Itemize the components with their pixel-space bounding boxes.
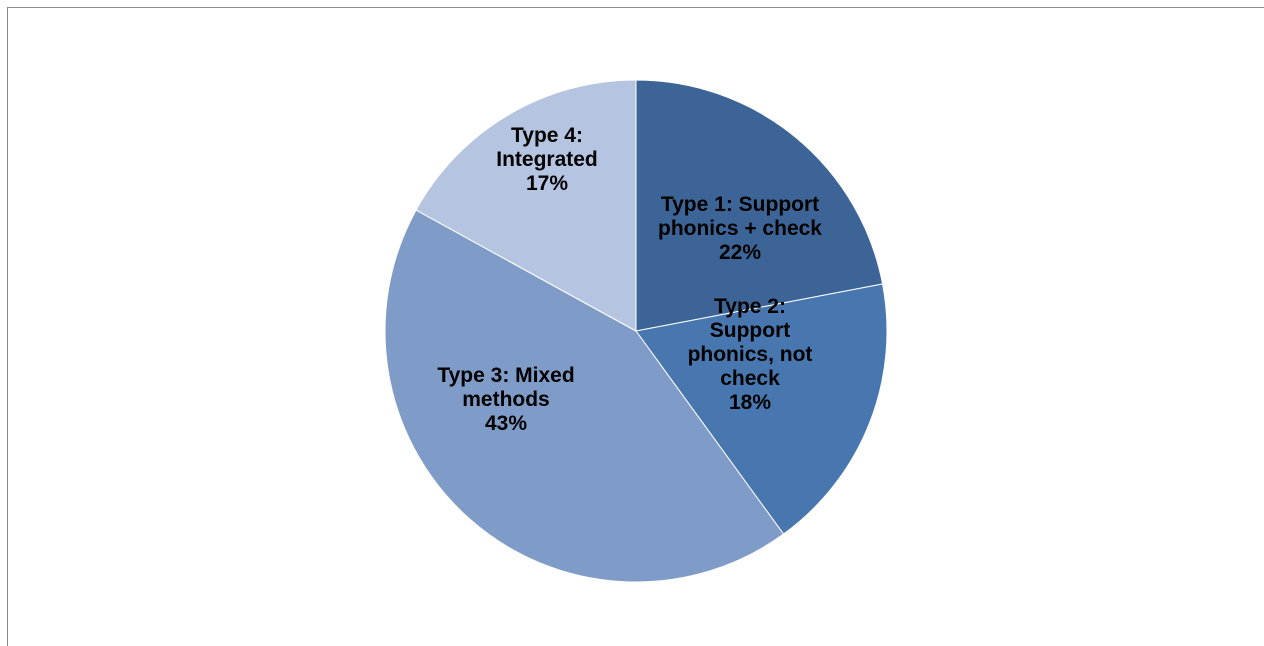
pie-slice-label-2: Type 2: Support phonics, not check 18% [688,295,813,414]
slice-category-label: phonics + check [658,217,822,240]
slice-category-label: Type 3: Mixed [437,364,574,387]
pie-slice-4 [415,79,637,332]
slice-percent-label: 22% [719,241,761,264]
slice-category-label: Type 1: Support [661,193,819,216]
slice-category-label: Integrated [496,148,598,171]
pie-labels: Type 1: Support phonics + check 22% Type 2:… [437,124,822,435]
slice-percent-label: 17% [526,172,568,195]
pie-slice-label-4: Type 4: Integrated 17% [496,124,598,195]
pie-slice-label-1: Type 1: Support phonics + check 22% [658,193,822,264]
slice-category-label: phonics, not [688,343,813,366]
pie-slice-1 [635,79,884,332]
pie-slices [384,79,888,583]
slice-category-label: Type 2: [714,295,786,318]
pie-slice-2 [635,283,888,535]
slice-category-label: check [720,367,780,390]
slice-percent-label: 18% [729,391,771,414]
slice-category-label: Type 4: [511,124,583,147]
slice-category-label: methods [462,388,550,411]
pie-slice-3 [384,209,785,583]
slice-category-label: Support [710,319,790,342]
slice-percent-label: 43% [485,412,527,435]
pie-slice-label-3: Type 3: Mixed methods 43% [437,364,574,435]
